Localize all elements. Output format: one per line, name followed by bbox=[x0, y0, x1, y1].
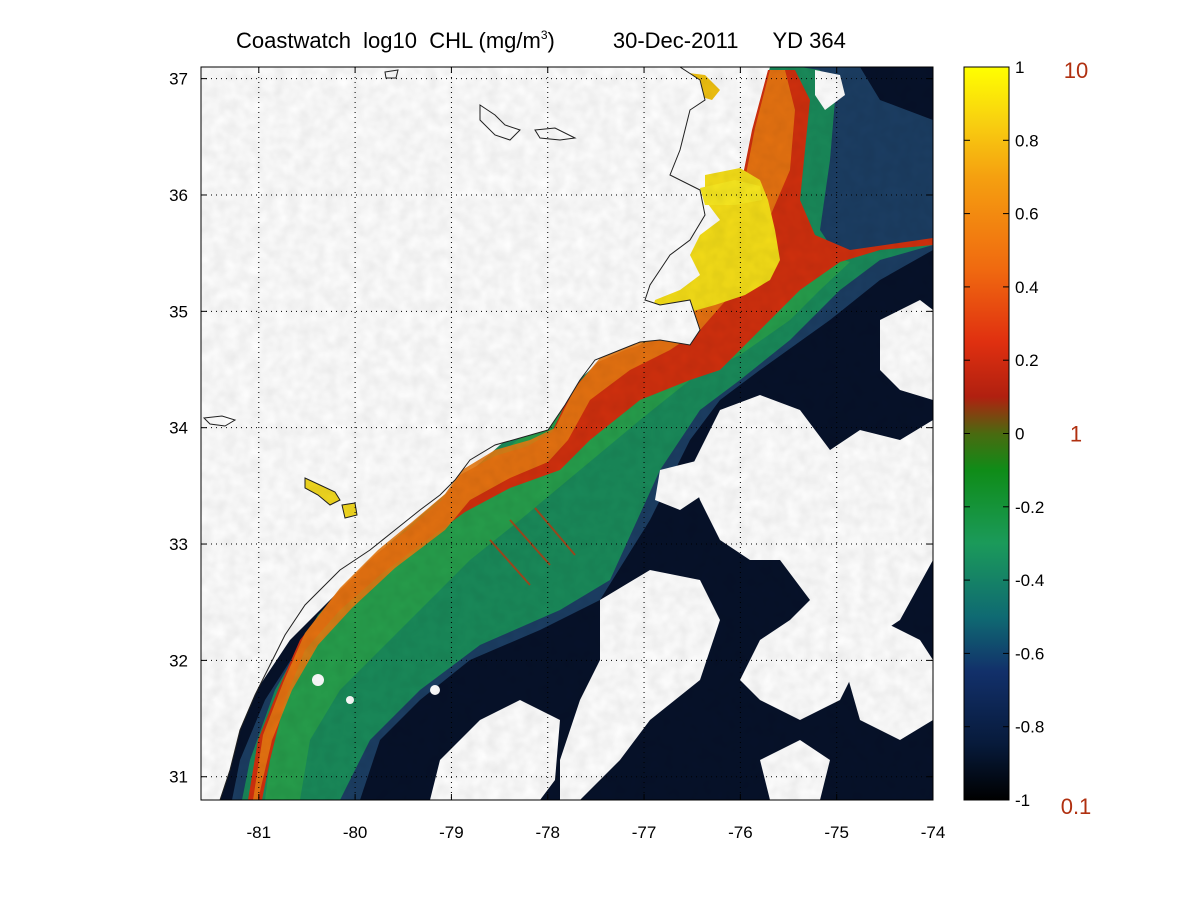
latitude-axis: 31 32 33 34 35 36 37 bbox=[169, 70, 933, 787]
colorbar-tick-label: 0.6 bbox=[1015, 205, 1039, 224]
chl-label: 1 bbox=[1070, 422, 1082, 447]
y-tick-label: 33 bbox=[169, 535, 188, 554]
y-tick-label: 32 bbox=[169, 651, 188, 670]
map-frame bbox=[200, 66, 934, 801]
title-date: 30-Dec-2011 bbox=[612, 28, 739, 53]
y-tick-label: 37 bbox=[169, 70, 188, 89]
colorbar-tick-label: -0.2 bbox=[1015, 498, 1044, 517]
colorbar-tick-label: -0.8 bbox=[1015, 718, 1044, 737]
colorbar-tick-label: -0.4 bbox=[1015, 571, 1044, 590]
title-yearday: YD 364 bbox=[772, 28, 846, 53]
x-tick-label: -75 bbox=[824, 823, 849, 842]
x-tick-label: -79 bbox=[439, 823, 464, 842]
colorbar-tick-label: 0.2 bbox=[1015, 351, 1039, 370]
colorbar-tick-label: 0.8 bbox=[1015, 131, 1039, 150]
colorbar bbox=[964, 67, 1009, 800]
y-tick-label: 31 bbox=[169, 768, 188, 787]
y-tick-label: 34 bbox=[169, 419, 188, 438]
x-tick-label: -74 bbox=[921, 823, 946, 842]
title-superscript: 3 bbox=[540, 28, 548, 42]
map-gridlines bbox=[201, 67, 933, 800]
colorbar-axis: 1 0.8 0.6 0.4 0.2 0 -0.2 -0.4 -0.6 -0.8 -1 bbox=[964, 58, 1044, 810]
chl-label: 0.1 bbox=[1061, 794, 1092, 819]
chl-label: 10 bbox=[1064, 58, 1088, 83]
longitude-axis: -81 -80 -79 -78 -77 -76 -75 -74 bbox=[247, 67, 946, 842]
x-tick-label: -80 bbox=[343, 823, 368, 842]
x-tick-label: -78 bbox=[535, 823, 560, 842]
title-prefix: Coastwatch log10 CHL (mg/m bbox=[236, 28, 541, 53]
x-tick-label: -81 bbox=[247, 823, 272, 842]
y-tick-label: 35 bbox=[169, 302, 188, 321]
x-tick-label: -76 bbox=[728, 823, 753, 842]
y-tick-label: 36 bbox=[169, 186, 188, 205]
map-title: Coastwatch log10 CHL (mg/m3) 30-Dec-2011 Y… bbox=[236, 28, 846, 54]
chl-value-labels: 10 1 0.1 bbox=[1061, 58, 1092, 819]
colorbar-tick-label: 0 bbox=[1015, 425, 1024, 444]
title-suffix: ) bbox=[547, 28, 555, 53]
colorbar-tick-label: -0.6 bbox=[1015, 644, 1044, 663]
x-tick-label: -77 bbox=[632, 823, 657, 842]
colorbar-tick-label: -1 bbox=[1015, 791, 1030, 810]
map-plot-area bbox=[201, 67, 933, 800]
colorbar-tick-label: 1 bbox=[1015, 58, 1024, 77]
colorbar-tick-label: 0.4 bbox=[1015, 278, 1039, 297]
